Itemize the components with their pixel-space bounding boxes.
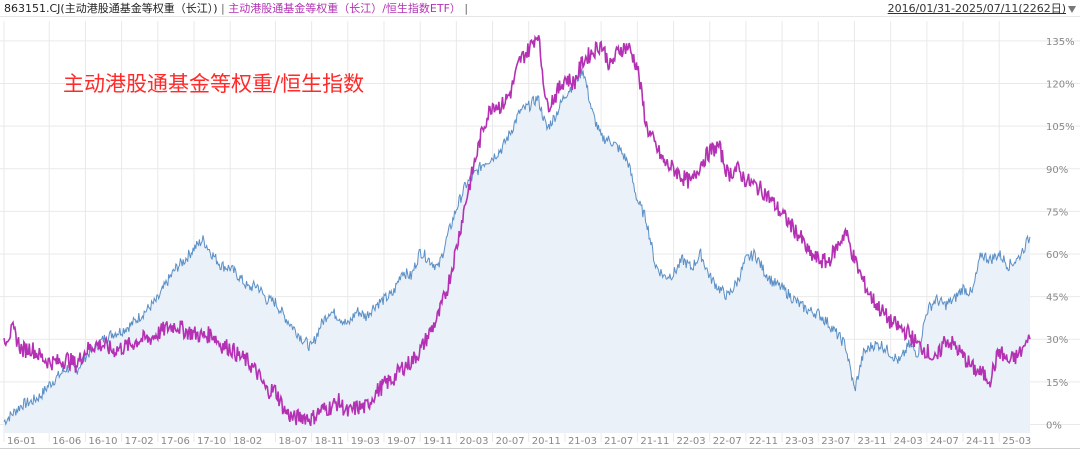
y-tick-label: 135% [1046,37,1075,48]
chart-legend-bar: 863151.CJ(主动港股通基金等权重（长江）) | 主动港股通基金等权重（长… [0,0,1080,18]
y-tick-label: 45% [1046,293,1068,304]
series-legend: 863151.CJ(主动港股通基金等权重（长江）) | 主动港股通基金等权重（长… [4,1,468,17]
legend-separator-end: | [460,2,469,15]
x-axis-baseline [0,448,1080,449]
x-tick-label: 19-03 [351,436,380,447]
x-tick-label: 24-07 [930,436,959,447]
y-tick-label: 30% [1046,335,1068,346]
x-tick-label: 24-03 [894,436,923,447]
series-lines [3,34,1031,427]
x-tick-label: 23-11 [857,436,886,447]
legend-series-b[interactable]: 主动港股通基金等权重（长江）/恒生指数ETF） [228,2,461,15]
y-tick-label: 60% [1046,250,1068,261]
y-tick-label: 15% [1046,378,1068,389]
line-chart: 0%15%30%45%60%75%90%105%120%135% 16-01 16… [0,21,1080,447]
series-b-line [3,34,1031,427]
header-divider [0,16,1080,17]
x-tick-label: 22-07 [713,436,742,447]
legend-separator: | [217,2,229,15]
x-tick-label: 17-06 [161,436,190,447]
x-tick-label: 24-11 [966,436,995,447]
legend-series-a[interactable]: 863151.CJ(主动港股通基金等权重（长江）) [4,2,218,15]
x-tick-label: 17-10 [197,436,226,447]
x-tick-label: 22-11 [749,436,778,447]
y-tick-label: 0% [1046,420,1062,431]
y-tick-label: 90% [1046,165,1068,176]
x-tick-label: 18-11 [315,436,344,447]
date-range-selector[interactable]: 2016/01/31-2025/07/11(2262日) [888,1,1076,17]
x-tick-label: 16-01 [7,436,36,447]
x-tick-label: 19-07 [387,436,416,447]
y-tick-label: 75% [1046,207,1068,218]
series-a-line [3,68,1031,427]
x-tick-label: 18-02 [233,436,262,447]
x-tick-label: 25-03 [1002,436,1031,447]
x-tick-label: 21-03 [568,436,597,447]
x-tick-label: 19-11 [423,436,452,447]
x-axis-labels: 16-01 16-06 16-10 17-02 17-06 17-10 18-02 18-07… [7,436,1031,447]
x-tick-label: 20-11 [532,436,561,447]
x-tick-label: 21-11 [640,436,669,447]
series-a-area [4,68,1030,434]
caret-down-icon[interactable] [1068,5,1076,13]
x-tick-label: 20-03 [459,436,488,447]
chart-annotation-title: 主动港股通基金等权重/恒生指数 [63,72,365,96]
x-tick-label: 20-07 [496,436,525,447]
x-tick-label: 21-07 [604,436,633,447]
x-tick-label: 17-02 [125,436,154,447]
y-tick-label: 105% [1046,122,1075,133]
date-range-label[interactable]: 2016/01/31-2025/07/11(2262日) [887,2,1066,15]
x-tick-label: 16-06 [52,436,81,447]
series-a-area-fill [4,68,1030,434]
y-axis-labels: 0% 15% 30% 45% 60% 75% 90% 105% 120% 135% [1046,37,1075,432]
x-tick-label: 23-03 [785,436,814,447]
x-tick-label: 16-10 [88,436,117,447]
x-tick-label: 23-07 [821,436,850,447]
y-tick-label: 120% [1046,80,1075,91]
x-tick-label: 22-03 [677,436,706,447]
x-tick-label: 18-07 [278,436,307,447]
